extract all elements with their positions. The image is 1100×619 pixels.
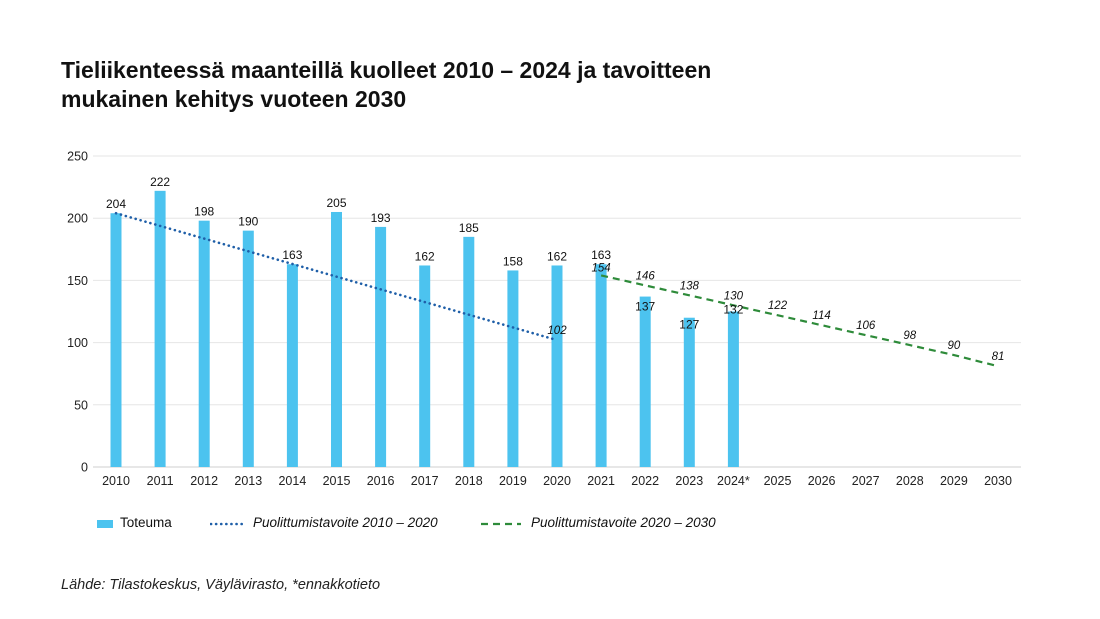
x-tick-label: 2016: [367, 474, 395, 488]
legend-swatch-dashed-line: [481, 522, 521, 526]
x-tick-label: 2026: [808, 474, 836, 488]
bar-value-label: 162: [547, 249, 567, 263]
bar: [595, 264, 607, 467]
bar: [375, 226, 387, 467]
bar-value-label: 162: [415, 249, 435, 263]
bar: [551, 265, 563, 467]
x-tick-label: 2022: [631, 474, 659, 488]
bar: [331, 211, 342, 467]
bar: [286, 264, 298, 467]
x-tick-label: 2027: [852, 474, 880, 488]
data-labels: 204 222 198 190 163 205 193 162 185 158 162 163 137 1…: [106, 175, 1004, 363]
y-tick-label: 200: [67, 212, 88, 226]
target2-value-label: 138: [680, 280, 700, 292]
bar: [110, 213, 122, 467]
chart-title: Tieliikenteessä maanteillä kuolleet 2010…: [61, 56, 961, 114]
bar: [463, 236, 475, 467]
bar-value-label: 127: [679, 318, 699, 332]
y-tick-label: 250: [67, 150, 88, 164]
x-tick-label: 2025: [764, 474, 792, 488]
x-tick-label: 2029: [940, 474, 968, 488]
x-tick-label: 2012: [190, 474, 218, 488]
x-tick-label: 2010: [102, 474, 130, 488]
target-line-2010-2020: [114, 211, 559, 342]
bar: [727, 311, 739, 467]
bar-value-label: 158: [503, 254, 523, 268]
bar-value-label: 185: [459, 221, 479, 235]
legend-swatch-dotted-line: [210, 522, 246, 526]
bar-value-label: 163: [282, 248, 302, 262]
bar-value-label: 163: [591, 248, 611, 262]
chart-title-line-1: Tieliikenteessä maanteillä kuolleet 2010…: [61, 57, 712, 83]
legend-label-target1: Puolittumistavoite 2010 – 2020: [253, 515, 438, 530]
bar-value-label: 137: [635, 300, 655, 314]
bar-value-label: 198: [194, 205, 214, 219]
legend-swatch-bar: [97, 520, 113, 528]
bar: [154, 190, 166, 467]
x-tick-label: 2015: [323, 474, 351, 488]
x-tick-label: 2013: [234, 474, 262, 488]
x-tick-label: 2030: [984, 474, 1012, 488]
x-tick-label: 2024*: [717, 474, 750, 488]
x-tick-label: 2017: [411, 474, 439, 488]
x-tick-label: 2018: [455, 474, 483, 488]
y-tick-label: 150: [67, 274, 88, 288]
target2-value-label: 106: [856, 320, 876, 332]
target-lines: [114, 211, 999, 368]
source-note: Lähde: Tilastokeskus, Väylävirasto, *enn…: [61, 577, 381, 593]
target2-value-label: 98: [903, 330, 916, 342]
bar: [683, 317, 695, 467]
bar: [198, 220, 210, 467]
target-line-2020-2030: [600, 274, 999, 368]
x-tick-label: 2019: [499, 474, 527, 488]
x-tick-label: 2023: [675, 474, 703, 488]
bar-value-label: 204: [106, 197, 126, 211]
bar: [507, 270, 519, 467]
target2-value-label: 154: [592, 262, 611, 274]
bar: [639, 296, 651, 467]
y-tick-label: 0: [81, 461, 88, 475]
bar-value-label: 193: [371, 211, 391, 225]
bar-value-label: 205: [326, 196, 346, 210]
x-tick-label: 2014: [278, 474, 306, 488]
x-tick-label: 2028: [896, 474, 924, 488]
x-tick-label: 2011: [147, 474, 174, 488]
legend-label-target2: Puolittumistavoite 2020 – 2030: [531, 515, 716, 530]
chart-title-line-2: mukainen kehitys vuoteen 2030: [61, 86, 407, 112]
x-tick-label: 2021: [587, 474, 615, 488]
target2-value-label: 90: [948, 340, 961, 352]
x-axis: 2010 2011 2012 2013 2014 2015 2016 2017 2018 2019…: [102, 474, 1012, 488]
target2-value-label: 114: [812, 310, 830, 322]
target1-value-label: 102: [547, 325, 567, 337]
bar-value-label: 222: [150, 175, 170, 189]
x-tick-label: 2020: [543, 474, 571, 488]
y-tick-label: 50: [74, 398, 88, 412]
target2-value-label: 130: [724, 290, 744, 302]
target2-value-label: 81: [992, 351, 1005, 363]
bars: [110, 190, 739, 467]
target2-value-label: 146: [636, 270, 656, 282]
bar: [419, 265, 431, 467]
y-axis: 0 50 100 150 200 250: [67, 150, 88, 475]
legend-label-actual: Toteuma: [120, 515, 172, 530]
target2-value-label: 122: [768, 300, 788, 312]
bar-value-label: 132: [723, 303, 743, 317]
bar: [242, 230, 254, 467]
bar-value-label: 190: [238, 215, 258, 229]
y-tick-label: 100: [67, 336, 88, 350]
